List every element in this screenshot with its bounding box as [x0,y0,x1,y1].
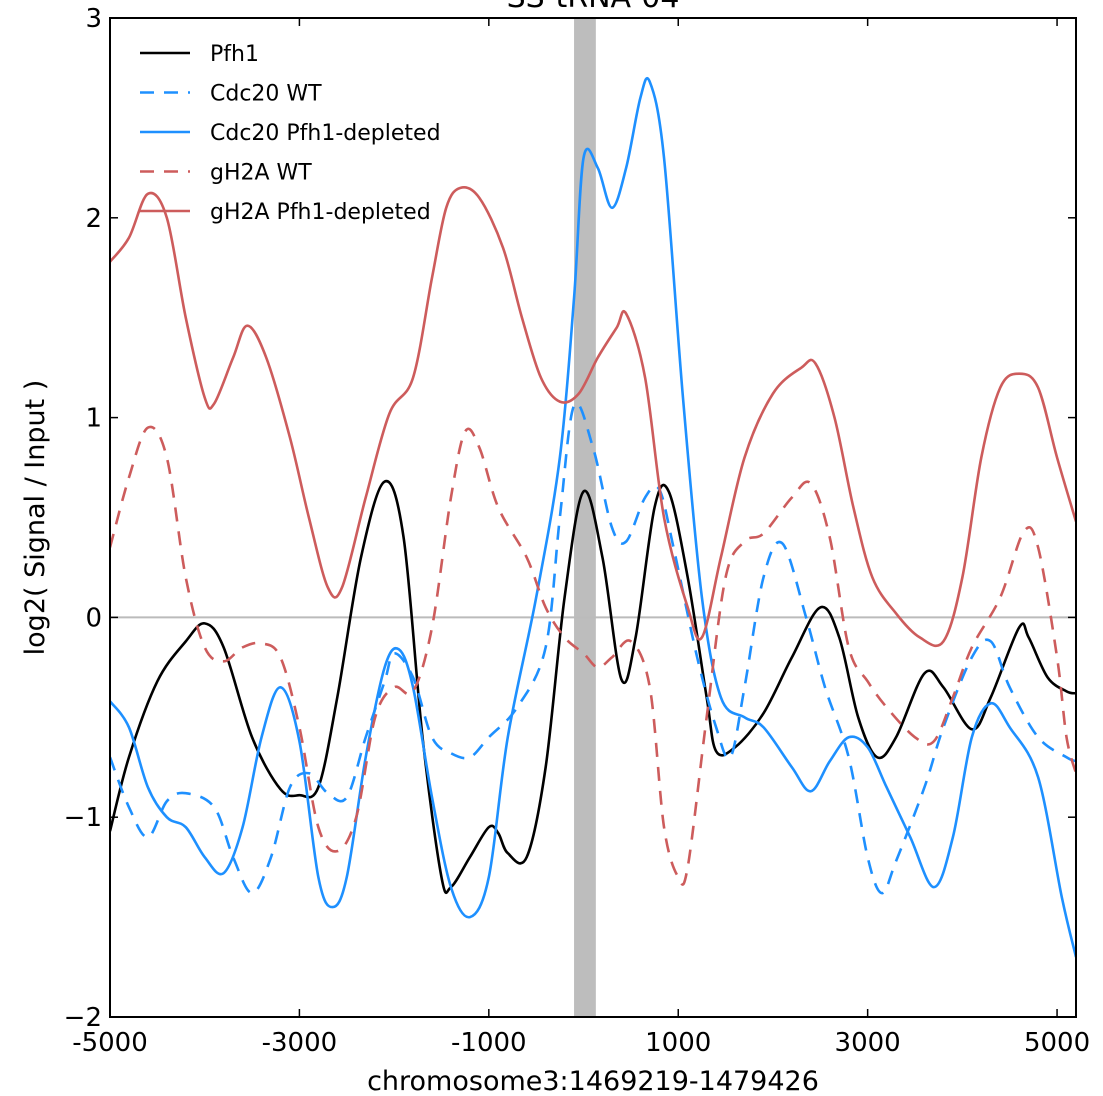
series-line-pfh1 [110,479,1076,895]
y-tick-label: 1 [85,404,102,434]
series-layer [110,76,1076,958]
axis-ticks: -5000 -3000 -1000 1000 3000 5000 −2 −1 0 1 2 3 [64,4,1090,1058]
y-tick-label: 0 [85,603,102,633]
x-tick-label: 1000 [645,1028,711,1058]
x-tick-label: 3000 [835,1028,901,1058]
legend: Pfh1 Cdc20 WT Cdc20 Pfh1-depleted gH2A WT gH… [140,42,441,225]
x-tick-label: -1000 [451,1028,527,1058]
legend-label-cdc20-wt: Cdc20 WT [210,82,322,107]
legend-label-gh2a-wt: gH2A WT [210,161,312,186]
x-axis-label: chromosome3:1469219-1479426 [367,1066,819,1096]
plot-frame [109,17,1077,1018]
y-axis-label: log2( Signal / Input ) [20,380,51,656]
x-tick-label: -3000 [262,1028,338,1058]
y-tick-label: 3 [85,4,102,34]
series-line-gh2a-pfh1-depleted [110,185,1076,648]
y-tick-label: −1 [64,803,102,833]
y-tick-label: 2 [85,204,102,234]
x-tick-label: -5000 [72,1028,148,1058]
series-line-gh2a-wt [110,425,1076,886]
series-line-cdc20-pfh1-depleted [110,76,1076,958]
legend-label-pfh1: Pfh1 [210,42,259,67]
legend-label-cdc20-pfh1-depleted: Cdc20 Pfh1-depleted [210,121,441,146]
y-tick-label: −2 [64,1003,102,1033]
chart-title: SS-tRNA-04 [507,0,680,15]
x-tick-label: 5000 [1024,1028,1090,1058]
legend-label-gh2a-pfh1-depleted: gH2A Pfh1-depleted [210,200,431,225]
highlight-band [574,18,596,1017]
